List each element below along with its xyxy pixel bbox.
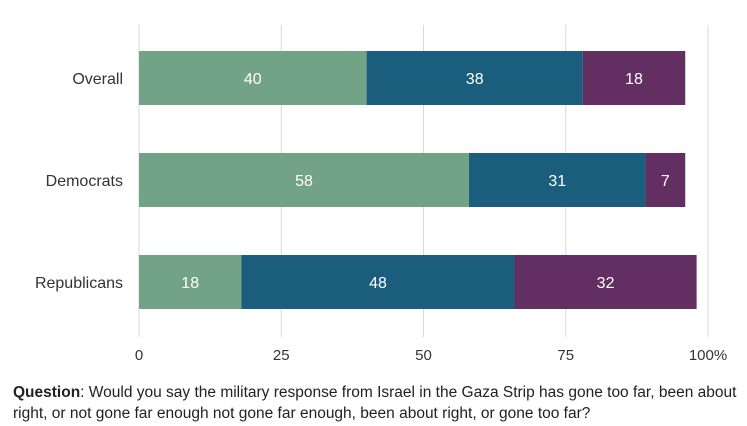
data-label: 7 — [661, 173, 670, 190]
bar-segment — [582, 51, 686, 105]
bar-segment — [645, 153, 686, 207]
x-axis-ticks: 0 25 50 75 100% — [135, 347, 727, 364]
data-label: 31 — [548, 173, 566, 190]
bar-segment — [241, 255, 515, 309]
data-label: 32 — [597, 275, 615, 292]
bar-segment — [139, 255, 242, 309]
data-label: 58 — [295, 173, 313, 190]
bar-segment — [514, 255, 697, 309]
x-tick-label: 0 — [135, 347, 143, 364]
bar-segment — [139, 51, 367, 105]
bar-segment — [366, 51, 583, 105]
data-label: 40 — [244, 71, 262, 88]
data-label: 18 — [625, 71, 643, 88]
question-text: : Would you say the military response fr… — [13, 384, 737, 422]
data-label: 48 — [369, 275, 387, 292]
x-tick-label: 75 — [557, 347, 574, 364]
x-tick-label: 100% — [689, 347, 727, 364]
category-label: Republicans — [35, 275, 123, 292]
question-footer: Question: Would you say the military res… — [13, 382, 741, 424]
bars: 40 38 18 58 31 7 18 48 32 — [139, 51, 697, 309]
x-tick-label: 25 — [273, 347, 290, 364]
question-label: Question — [13, 384, 81, 401]
data-label: 18 — [181, 275, 199, 292]
x-tick-label: 50 — [415, 347, 432, 364]
stacked-bar-chart: 40 38 18 58 31 7 18 48 32 Overall Democrats Republ… — [35, 25, 727, 364]
category-label: Democrats — [46, 173, 123, 190]
bar-segment — [469, 153, 646, 207]
category-labels: Overall Democrats Republicans — [35, 71, 123, 292]
category-label: Overall — [72, 71, 123, 88]
bar-segment — [139, 153, 470, 207]
data-label: 38 — [466, 71, 484, 88]
